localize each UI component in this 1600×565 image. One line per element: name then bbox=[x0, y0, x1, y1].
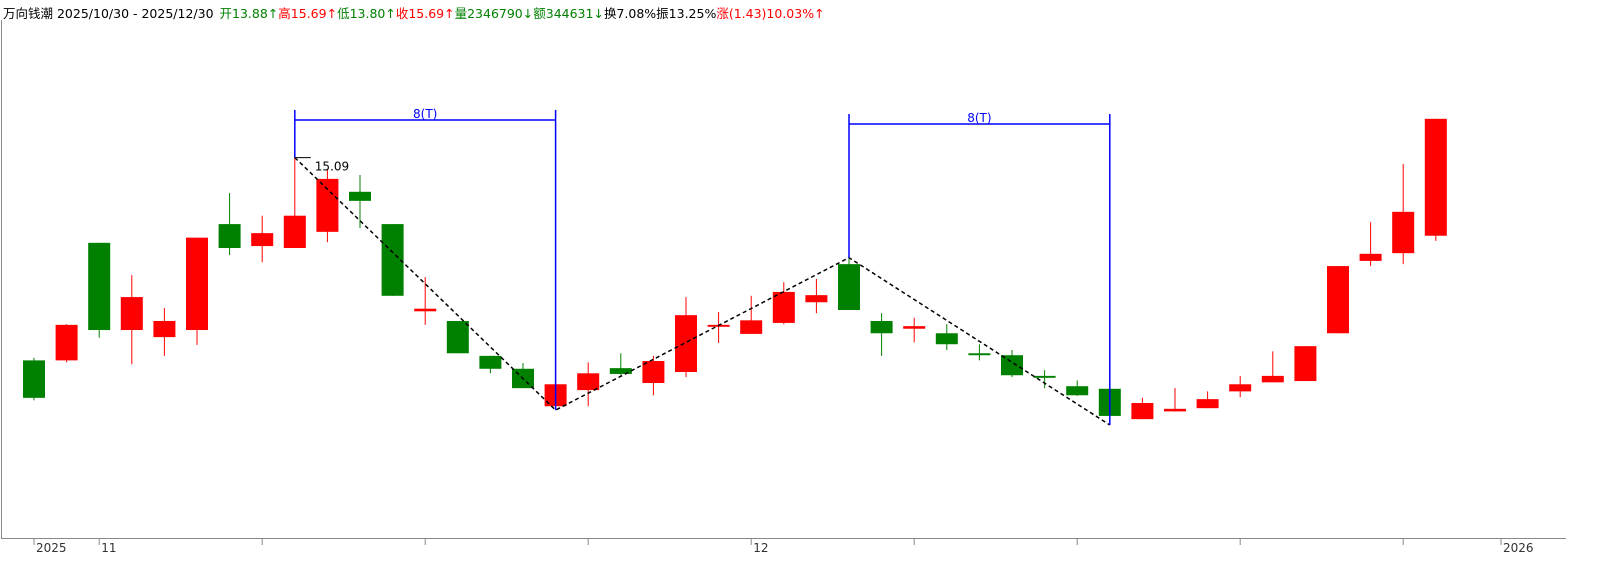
candle-body bbox=[609, 368, 632, 374]
header: 万向钱潮 2025/10/30 - 2025/12/30 开13.88↑高15.6… bbox=[3, 3, 825, 22]
x-tick-label: 2025 bbox=[36, 541, 67, 555]
candle-body bbox=[968, 353, 991, 356]
candle-body bbox=[153, 320, 176, 338]
peak-label: 15.09 bbox=[315, 160, 349, 174]
candle-body bbox=[1164, 408, 1186, 412]
candle-body bbox=[838, 264, 860, 311]
candle-body bbox=[1294, 346, 1317, 382]
title: 万向钱潮 2025/10/30 - 2025/12/30 bbox=[3, 6, 214, 21]
candle-body bbox=[479, 355, 502, 369]
candle-body bbox=[55, 324, 78, 361]
candle-body bbox=[642, 361, 665, 383]
candle-body bbox=[283, 215, 306, 248]
header-item: 收15.69↑ bbox=[395, 6, 455, 21]
candle-body bbox=[903, 326, 926, 329]
candle-body bbox=[1261, 375, 1284, 383]
candle-body bbox=[251, 233, 274, 247]
candle-body bbox=[1327, 266, 1349, 334]
candle-body bbox=[1066, 386, 1089, 396]
candle-body bbox=[675, 315, 697, 373]
header-item: 额344631↓ bbox=[533, 6, 604, 21]
candle-body bbox=[805, 295, 828, 303]
candle-body bbox=[772, 291, 795, 323]
header-item: 开13.88↑ bbox=[219, 6, 279, 21]
candle-body bbox=[1001, 355, 1023, 376]
candle-body bbox=[935, 333, 958, 345]
zigzag-line bbox=[294, 157, 1111, 426]
candle-body bbox=[120, 297, 143, 331]
bracket-label: 8(T) bbox=[413, 107, 437, 121]
candle-body bbox=[1392, 211, 1415, 254]
x-tick-label: 12 bbox=[753, 541, 768, 555]
candle-body bbox=[381, 224, 404, 296]
candle-body bbox=[1033, 375, 1056, 378]
candle-body bbox=[577, 373, 600, 391]
candle-body bbox=[1196, 399, 1219, 409]
header-item: 换7.08% bbox=[603, 6, 657, 21]
candle-body bbox=[1229, 384, 1252, 392]
candle-body bbox=[870, 320, 893, 334]
header-item: 振13.25% bbox=[656, 6, 717, 21]
header-item: 量2346790↓ bbox=[454, 6, 534, 21]
candle-body bbox=[23, 360, 45, 398]
candle-body bbox=[349, 191, 371, 201]
header-item: 涨(1.43)10.03%↑ bbox=[716, 6, 825, 21]
header-item: 低13.80↑ bbox=[337, 6, 396, 21]
candle-body bbox=[316, 178, 339, 232]
header-item: 高15.69↑ bbox=[278, 6, 338, 21]
candle-body bbox=[446, 320, 469, 354]
candle-body bbox=[88, 242, 111, 331]
x-tick-label: 11 bbox=[101, 541, 116, 555]
candle-body bbox=[186, 237, 208, 331]
x-tick-label: 2026 bbox=[1503, 541, 1534, 555]
candle-body bbox=[218, 224, 241, 248]
candle-body bbox=[1424, 118, 1447, 236]
candle-body bbox=[1131, 403, 1154, 420]
candle-body bbox=[414, 308, 437, 312]
candle-body bbox=[1359, 253, 1382, 261]
bracket-label: 8(T) bbox=[967, 111, 991, 125]
candle-body bbox=[740, 320, 763, 334]
